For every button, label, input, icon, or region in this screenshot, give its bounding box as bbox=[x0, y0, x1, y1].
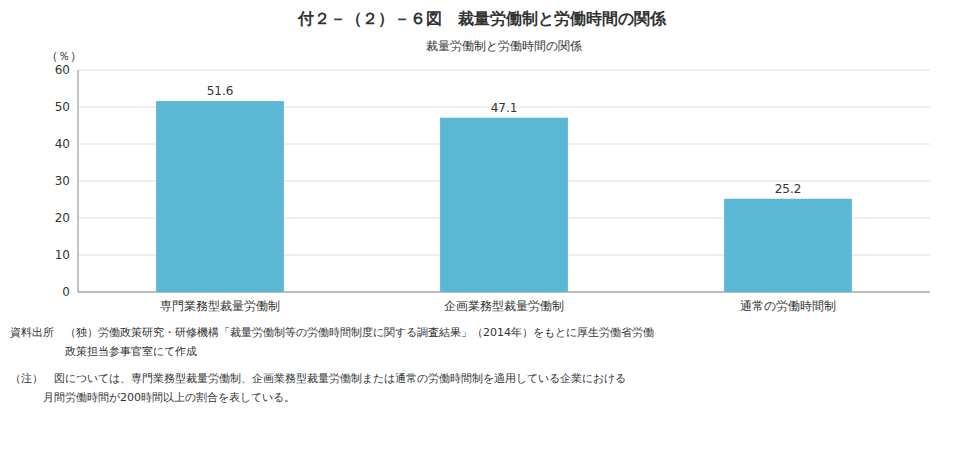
y-axis: 0 10 20 30 40 50 60 bbox=[55, 63, 70, 299]
y-tick-label: 20 bbox=[55, 211, 70, 225]
annotation: （注） 図については、専門業務型裁量労働制、企画業務型裁量労働制または通常の労働… bbox=[10, 372, 626, 385]
data-label: 51.6 bbox=[207, 84, 234, 98]
y-tick-label: 10 bbox=[55, 248, 70, 262]
x-tick-label: 通常の労働時間制 bbox=[740, 299, 836, 313]
notes: 資料出所 （独）労働政策研究・研修機構「裁量労働制等の労働時間制度に関する調査結… bbox=[10, 326, 654, 404]
y-tick-label: 30 bbox=[55, 174, 70, 188]
data-label: 25.2 bbox=[775, 182, 802, 196]
y-axis-line bbox=[78, 70, 79, 292]
y-axis-label: （％） bbox=[46, 49, 82, 63]
chart: 付２－（２）－６図 裁量労働制と労働時間の関係裁量労働制と労働時間の関係（％）0… bbox=[0, 0, 964, 449]
annotation: 月間労働時間が200時間以上の割合を表している。 bbox=[10, 391, 295, 404]
x-tick-label: 専門業務型裁量労働制 bbox=[160, 299, 280, 313]
subtitle: 裁量労働制と労働時間の関係 bbox=[426, 39, 582, 53]
title: 付２－（２）－６図 裁量労働制と労働時間の関係 bbox=[297, 9, 667, 28]
y-tick-label: 0 bbox=[62, 285, 70, 299]
bar bbox=[156, 101, 284, 292]
y-tick-label: 40 bbox=[55, 137, 70, 151]
annotation: 政策担当参事官室にて作成 bbox=[10, 345, 197, 358]
data-label: 47.1 bbox=[491, 101, 518, 115]
y-tick-label: 60 bbox=[55, 63, 70, 77]
x-tick-label: 企画業務型裁量労働制 bbox=[444, 299, 564, 313]
annotation: 資料出所 （独）労働政策研究・研修機構「裁量労働制等の労働時間制度に関する調査結… bbox=[10, 326, 654, 339]
bar bbox=[724, 199, 852, 292]
data-labels: 51.6 47.1 25.2 bbox=[207, 84, 802, 196]
y-tick-label: 50 bbox=[55, 100, 70, 114]
bars bbox=[156, 101, 852, 292]
grid-line bbox=[78, 70, 930, 71]
x-axis: 専門業務型裁量労働制 企画業務型裁量労働制 通常の労働時間制 bbox=[160, 299, 836, 313]
grid bbox=[78, 70, 930, 292]
bar bbox=[440, 118, 568, 292]
